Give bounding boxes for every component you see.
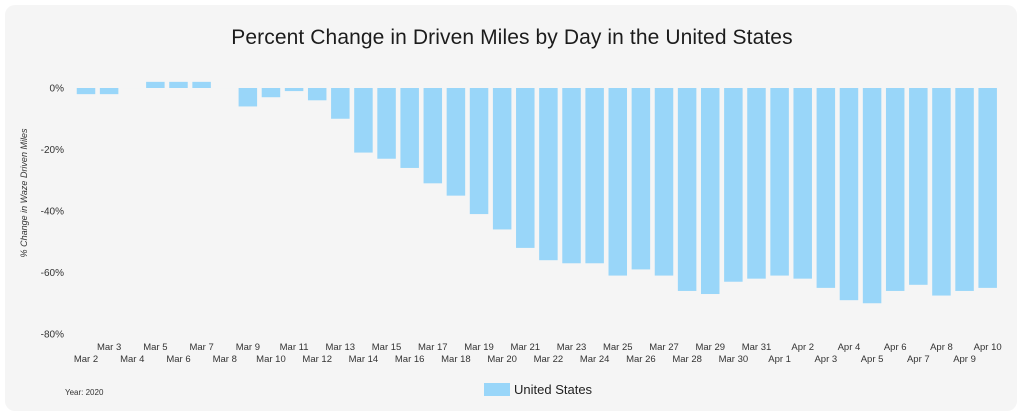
x-tick-label: Mar 5 [143, 342, 167, 353]
year-note: Year: 2020 [65, 388, 104, 397]
x-tick-label: Mar 14 [349, 354, 379, 365]
x-tick-label: Mar 19 [464, 342, 494, 353]
bar-apr-7 [909, 88, 928, 285]
bar-mar-3 [99, 88, 119, 95]
x-tick-label: Mar 6 [166, 354, 190, 365]
x-tick-label: Mar 26 [626, 354, 656, 365]
y-tick-label: -20% [41, 145, 64, 156]
x-tick-label: Mar 31 [742, 342, 772, 353]
bar-mar-24 [585, 88, 604, 264]
x-tick-label: Mar 29 [695, 342, 725, 353]
bar-mar-26 [631, 88, 651, 270]
x-tick-label: Mar 10 [256, 354, 286, 365]
x-tick-label: Mar 9 [236, 342, 260, 353]
bar-mar-19 [469, 88, 489, 215]
x-tick-label: Mar 2 [74, 354, 98, 365]
x-tick-label: Mar 24 [580, 354, 610, 365]
x-tick-label: Apr 4 [838, 342, 861, 353]
x-tick-label: Mar 27 [649, 342, 679, 353]
x-tick-label: Mar 15 [372, 342, 402, 353]
x-tick-label: Mar 20 [487, 354, 517, 365]
bar-apr-10 [978, 88, 997, 288]
bar-mar-12 [307, 88, 327, 101]
x-tick-label: Apr 2 [791, 342, 814, 353]
bar-mar-27 [654, 88, 674, 276]
x-tick-label: Mar 3 [97, 342, 121, 353]
bar-mar-29 [700, 88, 720, 295]
x-tick-label: Mar 21 [510, 342, 540, 353]
bar-mar-17 [423, 88, 443, 184]
bar-mar-15 [377, 88, 396, 159]
x-tick-label: Apr 8 [930, 342, 953, 353]
bar-apr-9 [955, 88, 974, 291]
x-tick-label: Mar 25 [603, 342, 633, 353]
x-tick-label: Apr 1 [768, 354, 791, 365]
bar-mar-28 [677, 88, 697, 291]
chart-title: Percent Change in Driven Miles by Day in… [231, 26, 793, 49]
bar-mar-11 [284, 88, 304, 92]
bar-mar-5 [146, 81, 165, 88]
y-tick-label: -80% [41, 330, 64, 341]
bar-apr-8 [932, 88, 951, 296]
x-tick-label: Apr 9 [953, 354, 976, 365]
legend-label-united-states: United States [514, 382, 593, 397]
bar-apr-4 [839, 88, 859, 301]
bar-mar-9 [238, 88, 258, 107]
x-tick-label: Mar 7 [189, 342, 213, 353]
bar-apr-3 [816, 88, 836, 288]
y-tick-label: -40% [41, 207, 64, 218]
x-tick-label: Mar 8 [213, 354, 237, 365]
bar-mar-7 [192, 81, 211, 88]
x-tick-label: Apr 6 [884, 342, 907, 353]
x-tick-label: Mar 23 [557, 342, 587, 353]
bar-mar-31 [747, 88, 766, 279]
bar-mar-13 [331, 88, 350, 119]
x-tick-label: Mar 16 [395, 354, 425, 365]
bar-mar-2 [76, 88, 96, 95]
legend: United States [484, 382, 592, 397]
x-tick-label: Mar 4 [120, 354, 144, 365]
bar-mar-10 [261, 88, 281, 98]
bar-mar-20 [492, 88, 512, 230]
bar-apr-1 [770, 88, 789, 276]
legend-swatch-united-states [484, 383, 510, 396]
x-tick-label: Mar 17 [418, 342, 448, 353]
bar-mar-18 [446, 88, 466, 196]
x-tick-label: Mar 28 [672, 354, 702, 365]
bar-mar-23 [562, 88, 581, 264]
bar-mar-22 [539, 88, 558, 261]
x-tick-label: Mar 13 [326, 342, 356, 353]
x-tick-label: Mar 12 [302, 354, 332, 365]
y-tick-label: -60% [41, 268, 64, 279]
y-axis-label: % Change in Waze Driven Miles [19, 128, 29, 257]
bar-apr-6 [885, 88, 905, 291]
x-tick-label: Apr 10 [974, 342, 1002, 353]
x-tick-label: Apr 5 [861, 354, 884, 365]
bar-mar-6 [169, 81, 188, 88]
bar-mar-25 [608, 88, 628, 276]
x-tick-label: Mar 22 [534, 354, 564, 365]
bar-apr-2 [793, 88, 812, 279]
x-tick-label: Mar 30 [719, 354, 749, 365]
bar-mar-30 [724, 88, 743, 282]
y-tick-label: 0% [50, 84, 65, 95]
x-tick-label: Mar 18 [441, 354, 471, 365]
bar-apr-5 [862, 88, 882, 304]
x-tick-label: Apr 7 [907, 354, 930, 365]
bar-mar-16 [400, 88, 419, 168]
bar-mar-21 [516, 88, 535, 248]
x-tick-label: Apr 3 [814, 354, 837, 365]
bar-mar-14 [354, 88, 373, 153]
x-tick-label: Mar 11 [280, 342, 309, 353]
